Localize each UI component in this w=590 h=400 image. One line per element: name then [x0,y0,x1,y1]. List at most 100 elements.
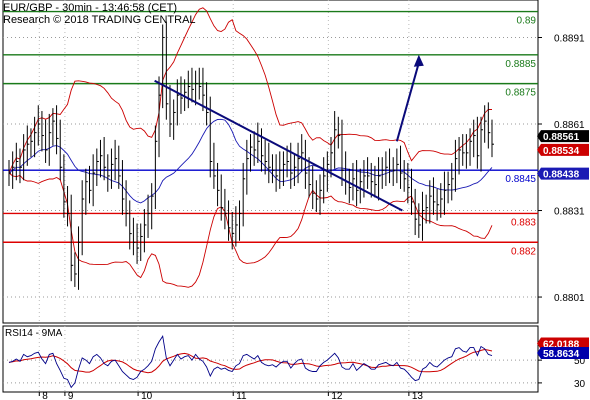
price-bar [235,206,238,247]
price-bar [323,157,326,204]
price-bar [143,209,147,253]
resistance-level-label: 0.8875 [505,88,536,99]
price-bar [367,157,370,189]
price-bar [260,128,264,172]
price-axis-label: 0.8801 [554,293,585,304]
price-bar [30,128,33,158]
price-bar [301,134,304,172]
price-bar [293,154,297,187]
price-bar [264,139,268,175]
chart-title: EUR/GBP - 30min - 13:46:58 (CET) [3,2,178,14]
price-bar [462,134,465,166]
price-bar [37,105,41,146]
trendline [154,79,403,212]
price-bar [356,160,359,207]
price-bar [400,145,403,189]
rsi-value-tag-label: 58.8634 [543,349,580,360]
price-bar [220,174,224,221]
price-bar [297,142,301,184]
price-bar [425,194,429,224]
price-bar [407,162,410,204]
price-bar [202,67,205,112]
price-bar [228,200,231,241]
price-bar [443,171,447,215]
price-bar [136,223,140,264]
price-bar [491,119,494,158]
price-bar [45,119,48,163]
price-bar [308,157,312,198]
moving-average-value-tag-label: 0.88438 [543,170,580,181]
price-bar [129,200,132,250]
rsi-moving-average [8,348,493,374]
price-axis-label: 0.8861 [554,120,585,131]
rsi-line [8,334,493,389]
price-bar [121,160,125,215]
bollinger-upper [8,7,493,174]
price-bar [154,125,158,210]
price-bar [162,24,165,109]
price-bar [187,70,191,109]
price-bar [465,134,469,169]
projection-arrow-head [413,54,424,67]
price-bar [476,116,480,169]
price-axis-label: 0.8831 [554,207,585,218]
price-bar [173,99,176,140]
price-bar [473,119,476,158]
price-bar [34,116,37,158]
price-bar [315,180,319,212]
price-bar [63,154,66,218]
price-bar [330,136,333,178]
price-bar [99,139,103,178]
price-bar [454,139,458,192]
x-axis-label: 11 [236,391,247,400]
x-axis-label: 13 [412,391,424,400]
price-bar [15,142,19,181]
price-bar [253,131,257,166]
price-bar [184,79,187,112]
price-bar [118,145,121,189]
price-bar [275,154,279,192]
price-pane-frame [2,0,539,324]
price-bar [12,151,15,189]
price-bar [140,223,143,261]
last-close-tag [537,143,589,156]
last-close-tag-label: 0.88534 [543,146,580,157]
price-bar [469,128,473,166]
price-bar [165,21,169,120]
price-bar [59,119,63,181]
price-bar [92,154,96,207]
rsi-axis-label: 50 [574,356,586,367]
price-bar [458,136,462,175]
projection-arrow-shaft [395,62,420,142]
price-bar [195,70,198,106]
moving-average-value-tag [537,167,589,180]
price-bar [403,160,407,192]
price-bar [414,188,418,236]
price-bar [268,142,271,184]
price-bar [217,162,220,207]
price-bar [440,183,443,218]
price-bar [242,162,246,227]
rsi-ma-value-tag [537,337,589,350]
price-bar [239,200,242,241]
price-bar [374,165,377,198]
price-bar [132,217,136,256]
price-bar [447,171,451,204]
price-bar [151,183,154,230]
price-bar [341,119,344,187]
last-price-tag [537,130,589,143]
price-pane: 0.8801 0.8831 0.8861 0.8891 0.89 0.8885 0.8875… [2,0,589,324]
support-level-label: 0.883 [511,217,536,228]
price-bar [206,82,209,126]
price-bar [19,148,22,184]
x-axis-label: 8 [42,391,48,400]
rsi-axis-label: 30 [574,379,586,390]
price-bar [257,122,260,163]
price-bar [110,148,114,189]
price-bar [480,116,484,172]
price-bar [411,168,414,215]
price-bar [125,180,129,227]
price-bar [290,142,293,189]
resistance-level-label: 0.89 [517,16,537,27]
price-bar [381,157,385,189]
